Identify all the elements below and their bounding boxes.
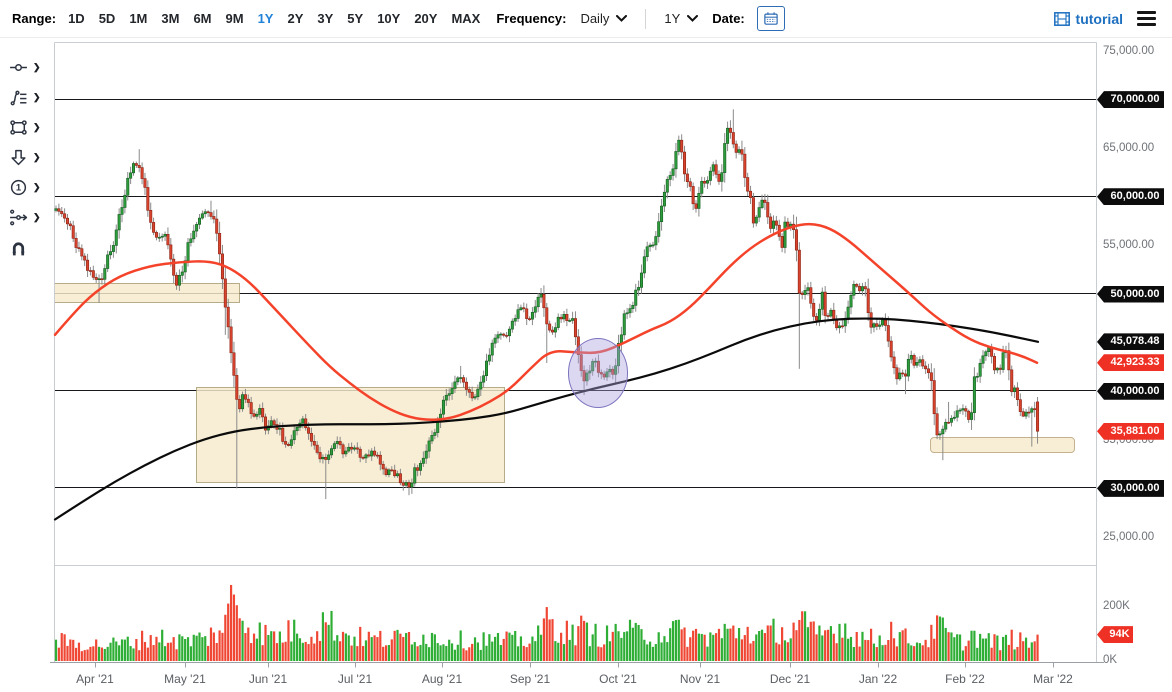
frequency-dropdown[interactable]: Daily [576, 9, 631, 28]
range-5d[interactable]: 5D [98, 11, 116, 26]
film-icon [1053, 11, 1070, 26]
tutorial-label: tutorial [1075, 10, 1123, 27]
range-label: Range: [12, 11, 57, 26]
frequency-label: Frequency: [496, 11, 567, 26]
range-1y[interactable]: 1Y [257, 11, 274, 26]
arrow-icon [11, 149, 26, 166]
range-5y[interactable]: 5Y [347, 11, 364, 26]
number-annotation-icon: 1 [10, 179, 27, 196]
range-3y[interactable]: 3Y [317, 11, 334, 26]
submenu-chevron-icon: ❯ [33, 182, 41, 192]
hamburger-menu-button[interactable] [1133, 7, 1160, 31]
magnet-tool[interactable] [9, 238, 28, 257]
submenu-chevron-icon: ❯ [33, 212, 41, 222]
chevron-down-icon [616, 15, 628, 22]
shape-rectangle-tool[interactable]: ❯ [9, 118, 41, 137]
range-1d[interactable]: 1D [68, 11, 85, 26]
svg-text:1: 1 [16, 183, 22, 194]
magnet-icon [12, 242, 25, 256]
arrow-tool[interactable]: ❯ [9, 148, 41, 167]
wave-list-tool[interactable]: ❯ [9, 88, 41, 107]
number-annotation-tool[interactable]: 1 ❯ [9, 178, 41, 197]
chart-area: 75,000.00 65,000.00 55,000.00 35,000.00 25,0… [0, 38, 1172, 692]
submenu-chevron-icon: ❯ [33, 122, 41, 132]
range-3m[interactable]: 3M [161, 11, 180, 26]
frequency-value: Daily [580, 11, 610, 26]
submenu-chevron-icon: ❯ [33, 152, 41, 162]
range-selector: 1D 5D 1M 3M 6M 9M 1Y 2Y 3Y 5Y 10Y 20Y MAX [68, 11, 480, 26]
calendar-icon [764, 12, 778, 25]
range-max[interactable]: MAX [451, 11, 481, 26]
range-10y[interactable]: 10Y [377, 11, 401, 26]
date-label: Date: [712, 11, 745, 26]
wave-list-icon [10, 90, 27, 106]
date-picker-button[interactable] [756, 6, 785, 31]
range-9m[interactable]: 9M [225, 11, 244, 26]
range-2y[interactable]: 2Y [287, 11, 304, 26]
submenu-chevron-icon: ❯ [33, 62, 41, 72]
range-1m[interactable]: 1M [129, 11, 148, 26]
drawing-toolbar: ❯ ❯ ❯ ❯ 1 ❯ ❯ [0, 38, 50, 692]
toolbar: Range: 1D 5D 1M 3M 6M 9M 1Y 2Y 3Y 5Y 10Y 20Y MAX Fre… [0, 0, 1172, 38]
pattern-levels-icon [10, 209, 28, 226]
period-dropdown[interactable]: 1Y [660, 9, 702, 28]
trend-line-tool[interactable]: ❯ [9, 58, 41, 77]
range-20y[interactable]: 20Y [414, 11, 438, 26]
chevron-down-icon [687, 15, 699, 22]
tutorial-link[interactable]: tutorial [1053, 10, 1123, 27]
period-value: 1Y [664, 11, 681, 26]
submenu-chevron-icon: ❯ [33, 92, 41, 102]
pattern-levels-tool[interactable]: ❯ [9, 208, 41, 227]
shape-rectangle-icon [10, 120, 27, 135]
hamburger-icon [1137, 10, 1156, 14]
price-chart-canvas[interactable] [0, 38, 1172, 692]
toolbar-separator [645, 8, 647, 29]
trend-line-icon [10, 64, 27, 71]
range-6m[interactable]: 6M [193, 11, 212, 26]
